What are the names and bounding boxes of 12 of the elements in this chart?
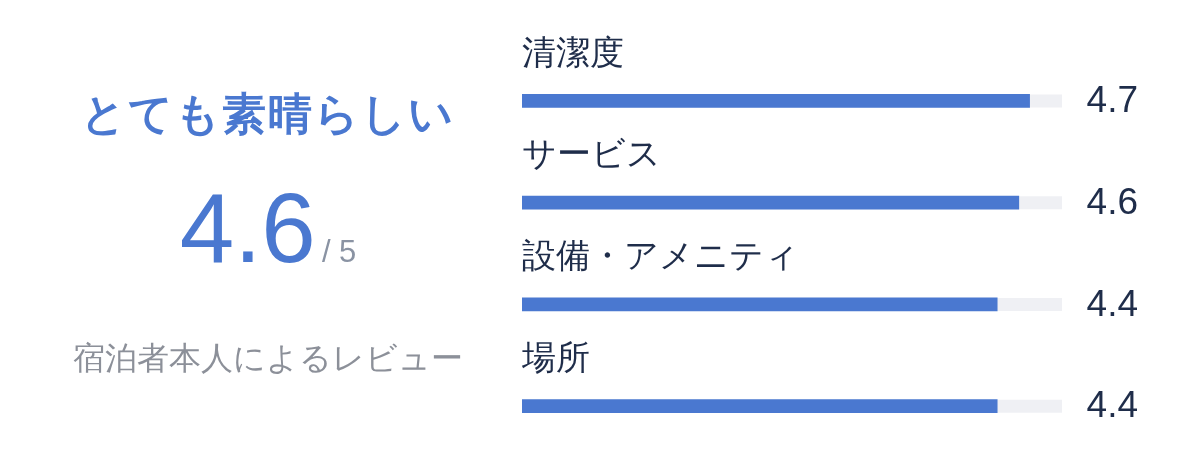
text: とても素晴らしい: [80, 87, 456, 141]
text: / 5: [321, 234, 357, 269]
data-label: 4.6: [1086, 180, 1138, 222]
y-tick-label: 場所: [521, 336, 590, 377]
text: 4.6: [179, 173, 316, 283]
y-tick-label: サービス: [522, 133, 661, 174]
data-label: 4.7: [1086, 79, 1138, 121]
data-label: 4.4: [1086, 282, 1138, 324]
y-tick-label: 設備・アメニティ: [522, 235, 799, 276]
y-tick-label: 清潔度: [522, 31, 624, 72]
data-label: 4.4: [1086, 384, 1138, 426]
text: 宿泊者本人によるレビュー: [72, 338, 464, 378]
